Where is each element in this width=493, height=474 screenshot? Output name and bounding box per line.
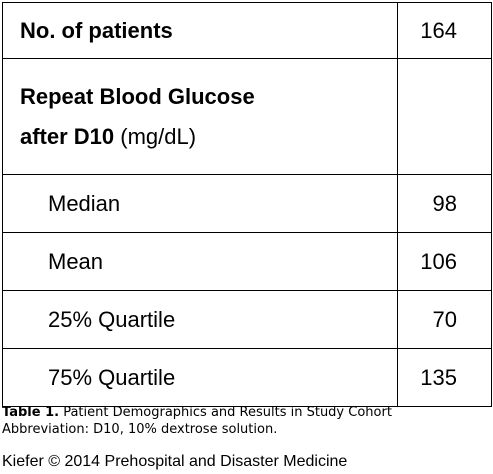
results-table: No. of patients 164 Repeat Blood Glucose…: [2, 2, 492, 407]
row-value: 106: [397, 232, 492, 291]
section-heading-line1: Repeat Blood Glucose: [20, 83, 255, 109]
section-heading-unit: (mg/dL): [120, 123, 197, 149]
section-heading: Repeat Blood Glucose after D10 (mg/dL): [2, 58, 398, 175]
patients-count-value: 164: [397, 2, 492, 59]
row-label: Median: [2, 174, 398, 233]
table-row: Mean 106: [2, 232, 492, 291]
table-row: Repeat Blood Glucose after D10 (mg/dL): [2, 58, 492, 175]
table-row: Median 98: [2, 174, 492, 233]
source-credit: Kiefer © 2014 Prehospital and Disaster M…: [2, 453, 348, 470]
table-row: 75% Quartile 135: [2, 348, 492, 407]
row-label: Mean: [2, 232, 398, 291]
caption-title: Patient Demographics and Results in Stud…: [63, 405, 392, 420]
row-label: 25% Quartile: [2, 290, 398, 349]
patients-count-label: No. of patients: [2, 2, 398, 59]
row-label: 75% Quartile: [2, 348, 398, 407]
table-row: No. of patients 164: [2, 2, 492, 59]
table-row: 25% Quartile 70: [2, 290, 492, 349]
row-value: 135: [397, 348, 492, 407]
row-value: 98: [397, 174, 492, 233]
table-caption: Table 1. Patient Demographics and Result…: [2, 404, 493, 438]
section-value: [397, 58, 492, 175]
section-heading-bold: after D10: [20, 123, 115, 149]
caption-abbreviation: Abbreviation: D10, 10% dextrose solution…: [2, 422, 278, 437]
row-value: 70: [397, 290, 492, 349]
caption-table-number: Table 1.: [2, 405, 60, 420]
